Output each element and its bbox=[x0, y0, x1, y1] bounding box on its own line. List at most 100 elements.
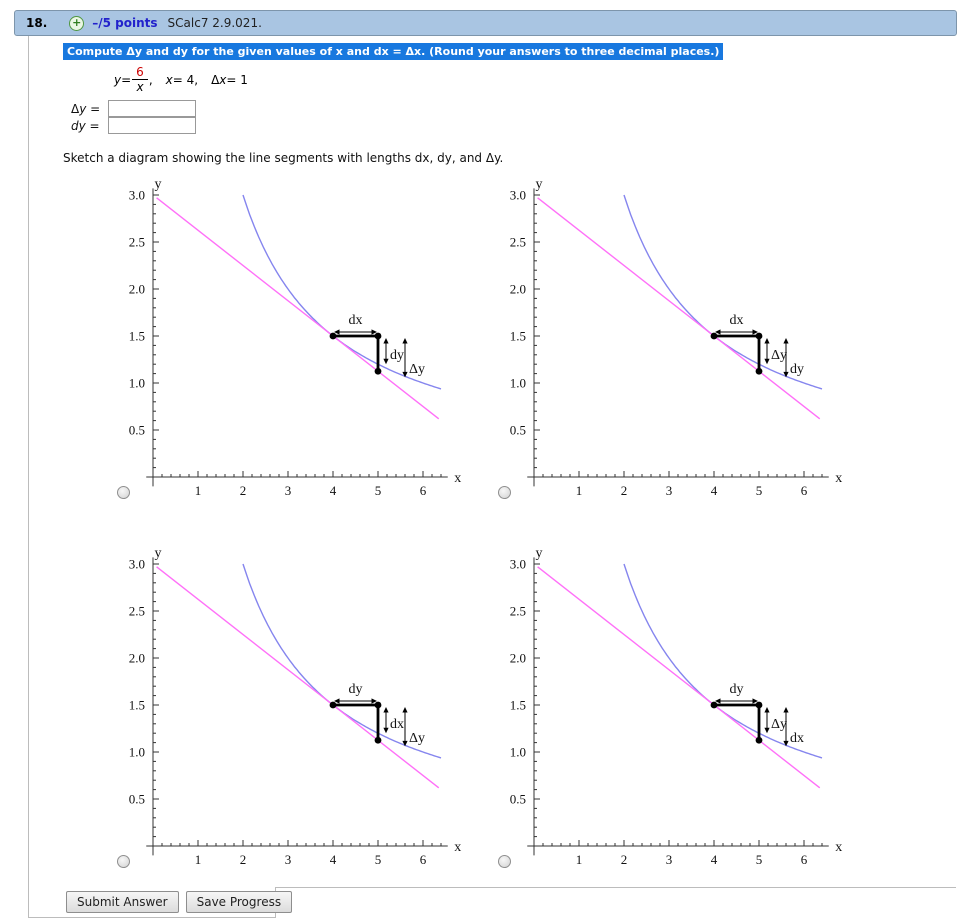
svg-text:4: 4 bbox=[330, 852, 337, 867]
svg-text:2.0: 2.0 bbox=[129, 651, 145, 666]
svg-text:x: x bbox=[835, 840, 842, 855]
svg-text:3.0: 3.0 bbox=[510, 557, 526, 572]
question-number: 18. bbox=[26, 16, 48, 30]
svg-text:1.5: 1.5 bbox=[129, 698, 145, 713]
diagram-option-3-radio[interactable] bbox=[117, 855, 130, 868]
given-delta: Δ bbox=[211, 73, 220, 87]
given-x-value: = 4, bbox=[172, 73, 199, 87]
diagram-option-4: 1 2 3 4 5 6 0.5 1.0 1.5 2.0 2.5 3.0 y x dy Δy dx bbox=[466, 544, 851, 879]
dy-input[interactable] bbox=[108, 116, 196, 134]
svg-text:6: 6 bbox=[420, 483, 427, 498]
svg-text:dx: dx bbox=[730, 313, 744, 328]
given-dx-value: = 1 bbox=[226, 73, 248, 87]
equation-y: y bbox=[114, 73, 122, 87]
svg-text:2.5: 2.5 bbox=[510, 235, 526, 250]
svg-text:2.5: 2.5 bbox=[510, 604, 526, 619]
svg-text:dx: dx bbox=[390, 717, 404, 732]
svg-text:Δy: Δy bbox=[409, 362, 425, 377]
equation-comma: , bbox=[148, 73, 153, 87]
svg-text:5: 5 bbox=[756, 483, 763, 498]
svg-text:4: 4 bbox=[711, 852, 718, 867]
expand-plus-icon[interactable]: + bbox=[69, 15, 85, 31]
svg-text:2.0: 2.0 bbox=[129, 282, 145, 297]
svg-text:2.0: 2.0 bbox=[510, 282, 526, 297]
diagram-plot: 1 2 3 4 5 6 0.5 1.0 1.5 2.0 2.5 3.0 y x dx dy Δy bbox=[129, 177, 462, 498]
svg-text:2.5: 2.5 bbox=[129, 235, 145, 250]
svg-text:dy: dy bbox=[730, 682, 744, 697]
question-points[interactable]: –/5 points bbox=[92, 16, 158, 30]
svg-text:4: 4 bbox=[330, 483, 337, 498]
svg-text:Δy: Δy bbox=[409, 731, 425, 746]
footer-tab-bottom-border bbox=[28, 917, 276, 918]
svg-text:1: 1 bbox=[576, 852, 583, 867]
fraction-denominator: x bbox=[132, 79, 148, 94]
svg-text:0.5: 0.5 bbox=[129, 423, 145, 438]
fraction: 6 x bbox=[132, 66, 148, 94]
dy-row: dy = bbox=[71, 116, 196, 134]
footer-buttons: Submit Answer Save Progress bbox=[66, 891, 293, 913]
svg-text:x: x bbox=[454, 840, 461, 855]
svg-text:y: y bbox=[536, 546, 543, 561]
svg-text:Δy: Δy bbox=[771, 717, 787, 732]
svg-text:dx: dx bbox=[790, 731, 804, 746]
svg-text:1.5: 1.5 bbox=[129, 329, 145, 344]
svg-text:0.5: 0.5 bbox=[510, 423, 526, 438]
diagram-plot: 1 2 3 4 5 6 0.5 1.0 1.5 2.0 2.5 3.0 y x dy dx Δy bbox=[129, 546, 462, 867]
submit-answer-button[interactable]: Submit Answer bbox=[66, 891, 179, 913]
svg-text:6: 6 bbox=[801, 483, 808, 498]
svg-text:1.0: 1.0 bbox=[510, 745, 526, 760]
content-left-border bbox=[28, 36, 29, 917]
diagram-option-1-radio[interactable] bbox=[117, 486, 130, 499]
question-source: SCalc7 2.9.021. bbox=[167, 16, 262, 30]
svg-text:5: 5 bbox=[756, 852, 763, 867]
svg-text:2: 2 bbox=[621, 483, 628, 498]
svg-text:6: 6 bbox=[420, 852, 427, 867]
delta-y-input[interactable] bbox=[108, 100, 196, 117]
svg-text:3: 3 bbox=[666, 852, 673, 867]
svg-text:3: 3 bbox=[285, 852, 292, 867]
svg-text:2.5: 2.5 bbox=[129, 604, 145, 619]
given-dx-var: x bbox=[219, 73, 227, 87]
delta-y-label: Δy = bbox=[71, 101, 101, 116]
given-x-var: x bbox=[165, 73, 173, 87]
svg-text:2.0: 2.0 bbox=[510, 651, 526, 666]
svg-text:2: 2 bbox=[240, 483, 247, 498]
svg-text:1: 1 bbox=[195, 852, 202, 867]
svg-text:1.0: 1.0 bbox=[129, 376, 145, 391]
svg-text:x: x bbox=[454, 471, 461, 486]
problem-instruction: Compute Δy and dy for the given values o… bbox=[63, 43, 724, 60]
svg-text:1: 1 bbox=[195, 483, 202, 498]
given-equation: y = 6 x , x = 4, Δ x = 1 bbox=[114, 66, 248, 95]
svg-text:dy: dy bbox=[790, 362, 804, 377]
svg-text:dx: dx bbox=[349, 313, 363, 328]
diagram-option-2: 1 2 3 4 5 6 0.5 1.0 1.5 2.0 2.5 3.0 y x dx Δy dy bbox=[466, 175, 851, 510]
svg-text:2: 2 bbox=[240, 852, 247, 867]
svg-text:2: 2 bbox=[621, 852, 628, 867]
svg-text:3: 3 bbox=[666, 483, 673, 498]
svg-text:1.0: 1.0 bbox=[510, 376, 526, 391]
svg-text:Δy: Δy bbox=[771, 348, 787, 363]
dy-label: dy = bbox=[71, 118, 100, 133]
svg-text:3.0: 3.0 bbox=[510, 188, 526, 203]
svg-text:6: 6 bbox=[801, 852, 808, 867]
svg-text:0.5: 0.5 bbox=[510, 792, 526, 807]
svg-text:x: x bbox=[835, 471, 842, 486]
svg-text:3.0: 3.0 bbox=[129, 188, 145, 203]
content-bottom-border bbox=[275, 887, 956, 888]
svg-text:dy: dy bbox=[390, 348, 404, 363]
svg-text:3: 3 bbox=[285, 483, 292, 498]
question-header: 18. + –/5 points SCalc7 2.9.021. bbox=[14, 10, 957, 36]
svg-text:y: y bbox=[155, 177, 162, 192]
svg-text:0.5: 0.5 bbox=[129, 792, 145, 807]
svg-text:y: y bbox=[155, 546, 162, 561]
svg-text:3.0: 3.0 bbox=[129, 557, 145, 572]
diagram-option-2-radio[interactable] bbox=[498, 486, 511, 499]
save-progress-button[interactable]: Save Progress bbox=[185, 891, 293, 913]
svg-text:4: 4 bbox=[711, 483, 718, 498]
diagram-option-4-radio[interactable] bbox=[498, 855, 511, 868]
delta-y-row: Δy = bbox=[71, 100, 196, 117]
svg-text:1.0: 1.0 bbox=[129, 745, 145, 760]
